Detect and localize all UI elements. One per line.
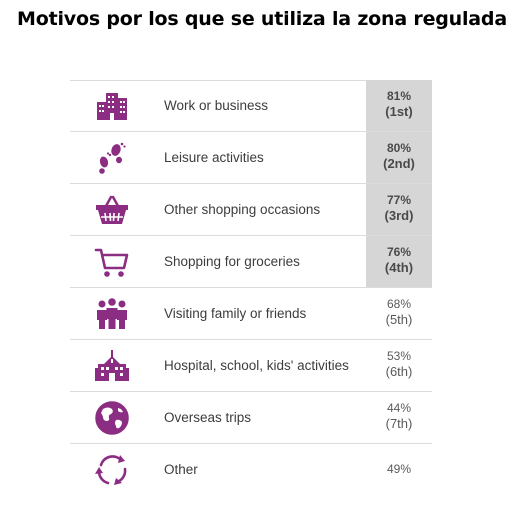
percentage-value: 81% (386, 89, 412, 103)
reason-label: Overseas trips (164, 410, 252, 425)
row-divider (70, 287, 432, 288)
buildings-icon (94, 88, 130, 124)
reasons-table: Work or business 81% (1st) Leisure activit… (0, 80, 524, 496)
reason-label: Other (164, 462, 198, 477)
footprints-icon (94, 140, 130, 176)
table-row: Leisure activities 80% (2nd) (70, 132, 432, 184)
percentage-value: 53% (386, 349, 412, 363)
table-row: Overseas trips 44% (7th) (70, 392, 432, 444)
reason-label: Leisure activities (164, 150, 264, 165)
page-title: Motivos por los que se utiliza la zona r… (17, 8, 507, 30)
table-row: Other 49% (70, 444, 432, 496)
rank-value: (1st) (385, 104, 413, 119)
globe-icon (94, 400, 130, 436)
percentage-value: 68% (386, 297, 412, 311)
shopping-basket-icon (94, 192, 130, 228)
rank-value: (5th) (385, 312, 413, 327)
rank-value: (4th) (384, 260, 414, 275)
percentage-value: 76% (386, 245, 412, 259)
rank-value: (6th) (385, 364, 413, 379)
value-cell: 53% (6th) (366, 340, 432, 392)
reason-label: Visiting family or friends (164, 306, 307, 321)
table-row: Other shopping occasions 77% (3rd) (70, 184, 432, 236)
value-cell: 76% (4th) (366, 236, 432, 288)
percentage-value: 44% (386, 401, 412, 415)
reason-label: Hospital, school, kids' activities (164, 358, 349, 373)
table-row: Shopping for groceries 76% (4th) (70, 236, 432, 288)
rank-value: (3rd) (384, 208, 414, 223)
hospital-icon (94, 348, 130, 384)
row-divider (70, 235, 432, 236)
row-divider (70, 339, 432, 340)
value-cell: 49% (366, 444, 432, 496)
percentage-value: 77% (386, 193, 412, 207)
reason-label: Work or business (164, 98, 269, 113)
people-icon (94, 296, 130, 332)
value-cell: 77% (3rd) (366, 184, 432, 236)
row-divider (70, 80, 432, 81)
shopping-cart-icon (94, 244, 130, 280)
rank-value: (7th) (385, 416, 413, 431)
table-row: Visiting family or friends 68% (5th) (70, 288, 432, 340)
reason-label: Shopping for groceries (164, 254, 300, 269)
value-cell: 44% (7th) (366, 392, 432, 444)
row-divider (70, 443, 432, 444)
row-divider (70, 391, 432, 392)
percentage-value: 80% (386, 141, 412, 155)
value-cell: 80% (2nd) (366, 132, 432, 184)
table-row: Work or business 81% (1st) (70, 80, 432, 132)
recycle-arrows-icon (94, 452, 130, 488)
table-row: Hospital, school, kids' activities 53% (6t… (70, 340, 432, 392)
row-divider (70, 183, 432, 184)
reason-label: Other shopping occasions (164, 202, 321, 217)
value-cell: 81% (1st) (366, 80, 432, 132)
value-cell: 68% (5th) (366, 288, 432, 340)
row-divider (70, 131, 432, 132)
rank-value: (2nd) (383, 156, 415, 171)
percentage-value: 49% (386, 462, 412, 476)
